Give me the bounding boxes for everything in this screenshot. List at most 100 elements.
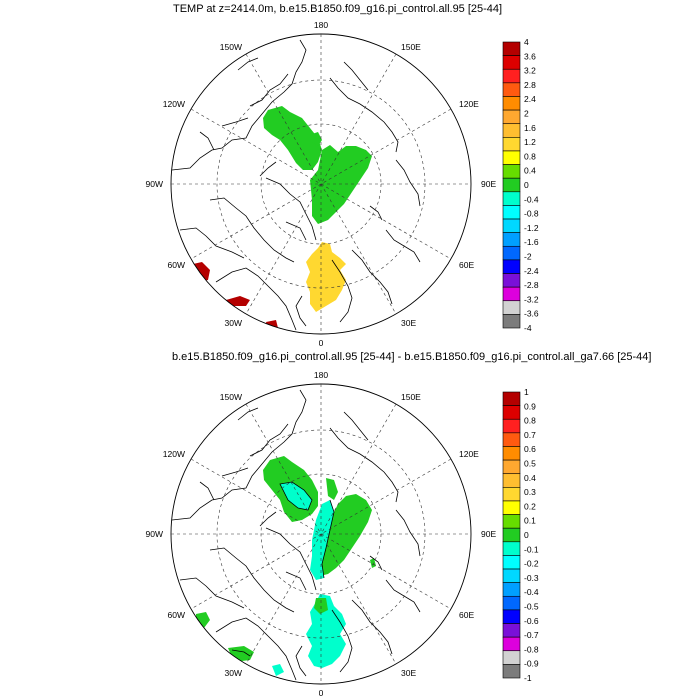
colorbar-box bbox=[502, 96, 521, 111]
colorbar-label: -1.2 bbox=[524, 223, 539, 233]
colorbar-label: -0.8 bbox=[524, 209, 539, 219]
colorbar-label: -0.7 bbox=[524, 630, 539, 640]
colorbar-box bbox=[502, 636, 521, 652]
colorbar-box bbox=[502, 609, 521, 624]
field-patch bbox=[226, 296, 250, 306]
colorbar-label: -1.6 bbox=[524, 237, 539, 247]
field-patch bbox=[310, 145, 372, 224]
colorbar-label: 4 bbox=[524, 37, 529, 47]
lon-label: 30W bbox=[225, 318, 242, 328]
panel1-title: TEMP at z=2414.0m, b.e15.B1850.f09_g16.p… bbox=[173, 3, 503, 15]
colorbar-label: 0.8 bbox=[524, 416, 536, 426]
colorbar-box bbox=[502, 623, 521, 638]
colorbar-label: -2 bbox=[524, 252, 532, 262]
colorbar-box bbox=[502, 650, 521, 665]
field-patch bbox=[370, 558, 376, 568]
colorbar-label: 0.8 bbox=[524, 151, 536, 161]
lon-label: 30W bbox=[225, 668, 242, 678]
colorbar-box bbox=[502, 555, 521, 570]
colorbar-box bbox=[502, 487, 521, 502]
graticule bbox=[171, 384, 471, 684]
lon-label: 180 bbox=[314, 370, 328, 380]
colorbar-label: -2.4 bbox=[524, 266, 539, 276]
panel2-map: 180 150E 120E 90E 60E 30E 0 30W 60W 90W … bbox=[146, 370, 539, 698]
colorbar-label: 0 bbox=[524, 530, 529, 540]
colorbar-box bbox=[502, 205, 521, 220]
colorbar-box bbox=[502, 286, 521, 302]
lon-label: 90W bbox=[146, 529, 163, 539]
colorbar-box bbox=[502, 391, 521, 406]
field-patch bbox=[272, 664, 284, 676]
colorbar-label: 3.2 bbox=[524, 66, 536, 76]
lon-labels: 180 150E 120E 90E 60E 30E 0 30W 60W 90W … bbox=[146, 20, 497, 348]
lon-label: 150E bbox=[401, 42, 421, 52]
colorbar-label: -2.8 bbox=[524, 280, 539, 290]
field-patch bbox=[266, 320, 278, 330]
colorbar-box bbox=[502, 418, 521, 434]
lon-label: 120E bbox=[459, 99, 479, 109]
colorbar-box bbox=[502, 527, 521, 543]
colorbar-box bbox=[502, 300, 521, 315]
colorbar-box bbox=[502, 664, 521, 679]
lon-label: 120W bbox=[163, 99, 185, 109]
colorbar-box bbox=[502, 232, 521, 247]
colorbar-label: 0.6 bbox=[524, 444, 536, 454]
colorbar-box bbox=[502, 82, 521, 97]
colorbar-box bbox=[502, 473, 521, 488]
lon-label: 90W bbox=[146, 179, 163, 189]
graticule bbox=[171, 34, 471, 334]
colorbar-label: 0.4 bbox=[524, 473, 536, 483]
colorbar-label: 0.3 bbox=[524, 487, 536, 497]
colorbar-box bbox=[502, 191, 521, 206]
lon-label: 60W bbox=[168, 610, 185, 620]
colorbar-label: -0.4 bbox=[524, 587, 539, 597]
lon-label: 30E bbox=[401, 318, 416, 328]
colorbar-box bbox=[502, 123, 521, 138]
colorbar-label: 2 bbox=[524, 109, 529, 119]
colorbar-label: 0.1 bbox=[524, 516, 536, 526]
colorbar-label: -1 bbox=[524, 673, 532, 683]
colorbar-box bbox=[502, 68, 521, 84]
panel2-colorbar: 1 0.9 0.8 0.7 0.6 0.5 0.4 0.3 0.2 0.1 0 -0.1 -0.2 -0.… bbox=[502, 387, 539, 683]
colorbar-box bbox=[502, 177, 521, 193]
lon-label: 60E bbox=[459, 610, 474, 620]
colorbar-box bbox=[502, 109, 521, 125]
colorbar-box bbox=[502, 459, 521, 475]
lon-label: 150W bbox=[220, 392, 242, 402]
colorbar-label: 0.4 bbox=[524, 166, 536, 176]
colorbar-box bbox=[502, 55, 521, 70]
lon-label: 30E bbox=[401, 668, 416, 678]
field-patch bbox=[312, 132, 322, 146]
colorbar-label: 2.4 bbox=[524, 94, 536, 104]
colorbar-label: 0 bbox=[524, 180, 529, 190]
colorbar-label: 0.2 bbox=[524, 501, 536, 511]
field-patch bbox=[228, 646, 254, 662]
lon-label: 90E bbox=[481, 179, 496, 189]
lon-label: 120E bbox=[459, 449, 479, 459]
panel2-title: b.e15.B1850.f09_g16.pi_control.all.95 [2… bbox=[172, 351, 652, 363]
lon-label: 60E bbox=[459, 260, 474, 270]
lon-label: 90E bbox=[481, 529, 496, 539]
colorbar-label: 0.9 bbox=[524, 401, 536, 411]
colorbar-box bbox=[502, 259, 521, 274]
colorbar-box bbox=[502, 541, 521, 556]
colorbar-label: 1 bbox=[524, 387, 529, 397]
colorbar-label: -0.9 bbox=[524, 659, 539, 669]
coastlines bbox=[171, 39, 421, 331]
colorbar-label: -0.4 bbox=[524, 194, 539, 204]
lon-label: 150E bbox=[401, 392, 421, 402]
colorbar-label: 1.6 bbox=[524, 123, 536, 133]
colorbar-label: -0.1 bbox=[524, 544, 539, 554]
colorbar-label: 3.6 bbox=[524, 51, 536, 61]
colorbar-box bbox=[502, 314, 521, 329]
lon-labels: 180 150E 120E 90E 60E 30E 0 30W 60W 90W … bbox=[146, 370, 497, 698]
colorbar-label: 1.2 bbox=[524, 137, 536, 147]
field-patch bbox=[310, 500, 334, 580]
field-patch bbox=[306, 594, 346, 668]
colorbar-label: -0.8 bbox=[524, 644, 539, 654]
colorbar-label: 0.7 bbox=[524, 430, 536, 440]
colorbar-box bbox=[502, 273, 521, 288]
colorbar-label: -0.2 bbox=[524, 559, 539, 569]
colorbar-label: -3.2 bbox=[524, 294, 539, 304]
